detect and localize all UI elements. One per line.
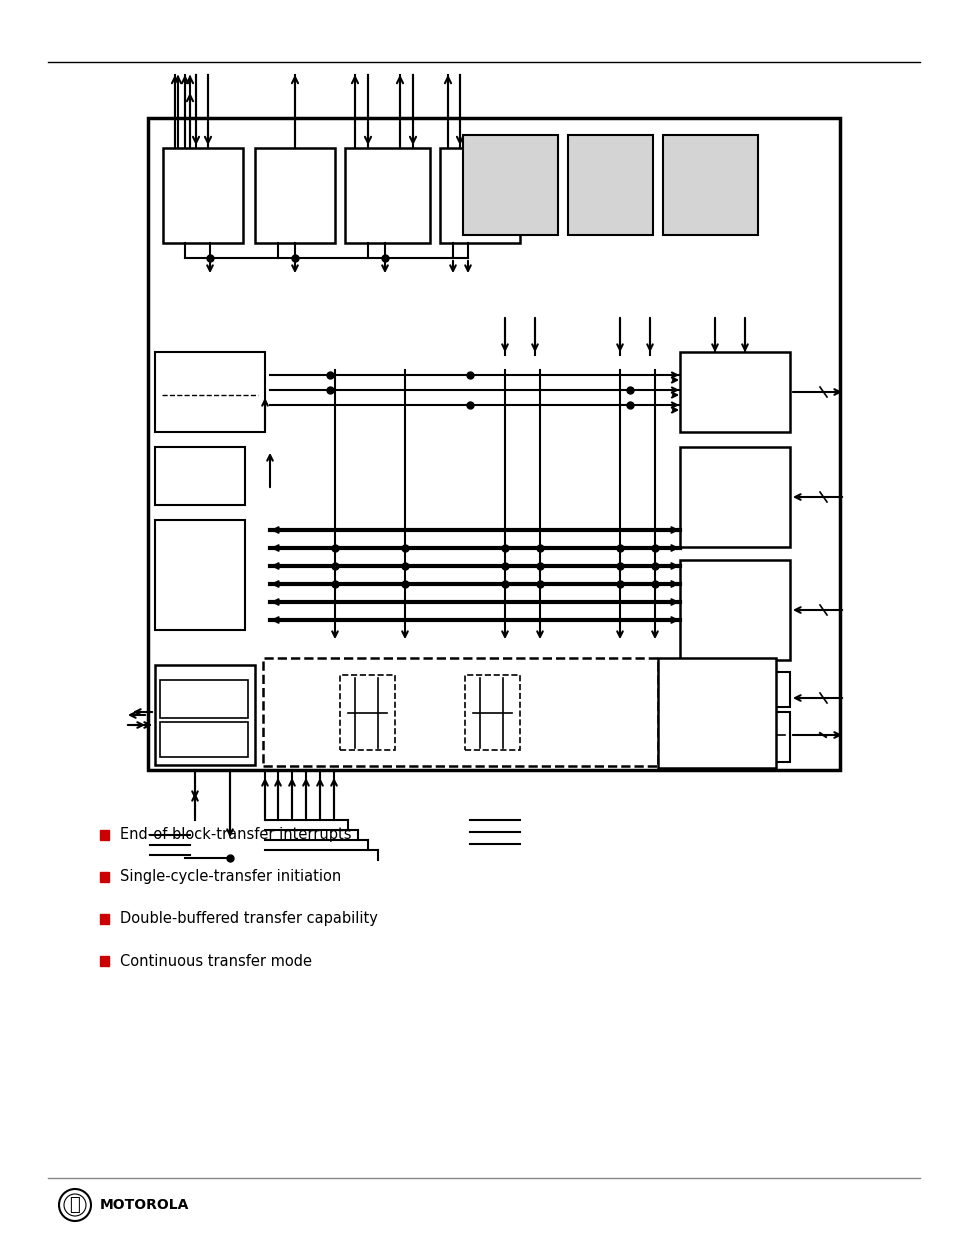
Bar <box>154 447 245 505</box>
Bar <box>658 658 775 768</box>
Bar <box>345 148 430 243</box>
Bar <box>679 672 789 706</box>
Bar <box>679 352 789 432</box>
Bar <box>263 658 658 766</box>
Bar <box>160 722 248 757</box>
Bar <box>439 148 519 243</box>
Bar <box>679 447 789 547</box>
Text: Single-cycle-transfer initiation: Single-cycle-transfer initiation <box>120 869 341 884</box>
Bar <box>100 830 109 840</box>
Bar <box>148 119 840 769</box>
Bar <box>448 119 840 315</box>
Bar <box>462 135 558 235</box>
Bar <box>679 559 789 659</box>
Bar <box>254 148 335 243</box>
Bar <box>100 914 109 924</box>
Bar <box>339 676 395 750</box>
Bar <box>154 664 254 764</box>
Text: End-of-block-transfer interrupts: End-of-block-transfer interrupts <box>120 827 351 842</box>
Text: MOTOROLA: MOTOROLA <box>100 1198 190 1212</box>
Bar <box>163 148 243 243</box>
Bar <box>154 352 265 432</box>
Text: Ⓜ: Ⓜ <box>70 1195 80 1214</box>
Bar <box>567 135 652 235</box>
Bar <box>160 680 248 718</box>
Text: Continuous transfer mode: Continuous transfer mode <box>120 953 312 968</box>
Bar <box>100 956 109 966</box>
Bar <box>662 135 758 235</box>
Bar <box>464 676 519 750</box>
Text: Double-buffered transfer capability: Double-buffered transfer capability <box>120 911 377 926</box>
Bar <box>679 713 789 762</box>
Bar <box>100 872 109 882</box>
Bar <box>154 520 245 630</box>
